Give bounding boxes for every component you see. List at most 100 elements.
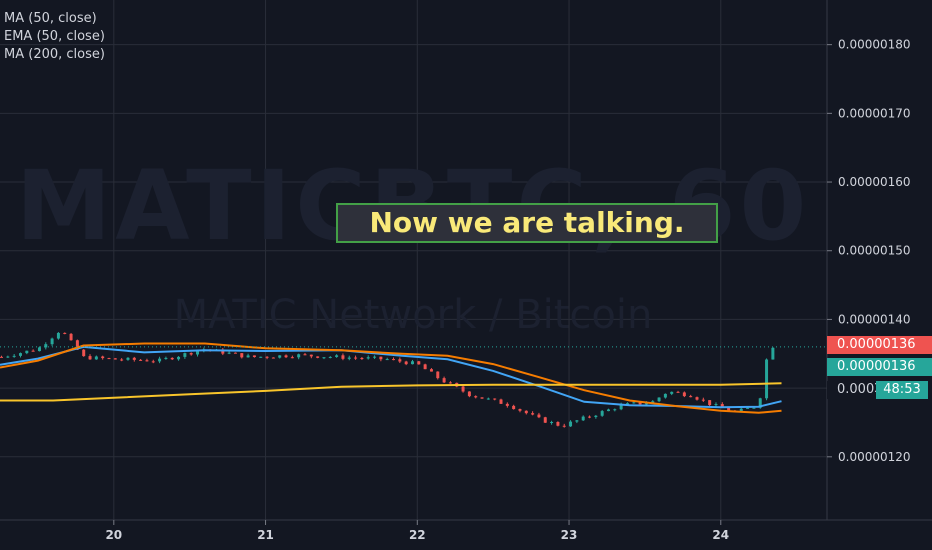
candle-body [752,407,756,409]
candle-body [0,356,4,358]
candle-body [233,352,237,354]
candle-body [499,399,503,404]
candle-body [531,413,535,415]
time-tick-label: 23 [561,528,578,542]
candle-body [385,359,389,361]
candle-body [423,364,427,370]
candle-body [392,359,396,361]
price-tick-label: 0.00000150 [838,244,911,258]
candle-body [132,357,136,360]
candle-body [158,358,162,362]
candle-body [82,349,86,357]
candle-body [37,347,41,352]
candle-body [227,352,231,354]
candle-body [151,361,155,363]
price-axis[interactable]: 0.000001200.000001300.000001400.00000150… [827,38,911,464]
candle-body [309,354,313,357]
candle-body [246,355,250,358]
candle-body [461,386,465,392]
candlestick-series [0,332,775,428]
candle-body [708,400,712,406]
candle-body [170,357,174,360]
candle-body [259,356,263,358]
chart-grid [0,0,827,520]
ma200-line [0,382,782,402]
candle-body [328,356,332,358]
candle-body [6,356,10,358]
legend-ma50[interactable]: MA (50, close) [4,11,97,26]
candle-body [720,404,724,408]
candle-body [556,421,560,426]
candle-body [613,409,617,411]
candle-body [335,355,339,357]
candle-body [75,340,79,350]
bar-countdown-label: 48:53 [876,381,928,399]
candle-body [278,355,282,358]
candle-body [429,369,433,372]
candle-body [771,347,775,360]
current-price-label: 0.00000136 [827,336,932,354]
candle-body [107,358,111,360]
candle-body [758,398,762,408]
candle-body [632,402,636,404]
candle-body [417,361,421,365]
candle-body [606,409,610,412]
legend-ema50[interactable]: EMA (50, close) [4,29,105,44]
ema50-line [0,342,782,414]
legend-ma200[interactable]: MA (200, close) [4,47,105,62]
candle-body [360,358,364,360]
candle-body [663,393,667,398]
candle-body [600,411,604,416]
candle-body [221,349,225,354]
candle-body [31,350,35,352]
time-tick-label: 20 [105,528,122,542]
ma50-line [0,345,782,409]
candle-body [524,410,528,414]
candle-body [727,407,731,411]
candle-body [537,414,541,418]
candle-body [303,354,307,356]
candle-body [644,403,648,405]
description-watermark: MATIC Network / Bitcoin [173,292,653,338]
candle-body [379,356,383,360]
price-tick-label: 0.00000170 [838,106,911,120]
candle-body [44,344,48,348]
candle-body [625,403,629,405]
candle-body [56,332,60,339]
ma-price-label: 0.00000136 [827,358,932,376]
candle-body [410,361,414,365]
candle-body [746,407,750,409]
candle-body [347,357,351,359]
candle-body [486,398,490,400]
candle-body [448,382,452,384]
candle-body [88,356,92,360]
partial-price-label: 0.000 [827,381,875,399]
time-tick-label: 24 [712,528,729,542]
candle-body [701,399,705,401]
chart-annotation[interactable]: Now we are talking. [336,203,718,243]
indicator-legend: MA (50, close) EMA (50, close) MA (200, … [4,10,105,64]
candle-body [651,401,655,404]
candle-body [442,378,446,383]
candle-body [575,420,579,422]
candle-body [189,353,193,355]
candle-body [682,392,686,397]
candle-body [676,391,680,393]
indicator-lines [0,342,782,414]
candle-body [512,405,516,410]
candle-body [354,357,358,359]
candle-body [765,359,769,399]
candle-body [657,397,661,402]
candle-body [101,356,105,359]
candle-body [12,355,16,357]
candle-body [113,358,117,360]
candle-body [581,416,585,421]
time-axis[interactable]: 20 21 22 23 24 [105,520,729,542]
candle-body [25,350,29,354]
candle-body [366,357,370,359]
candle-body [480,397,484,399]
price-tick-label: 0.00000160 [838,175,911,189]
candle-body [164,357,168,359]
candle-body [290,357,294,359]
